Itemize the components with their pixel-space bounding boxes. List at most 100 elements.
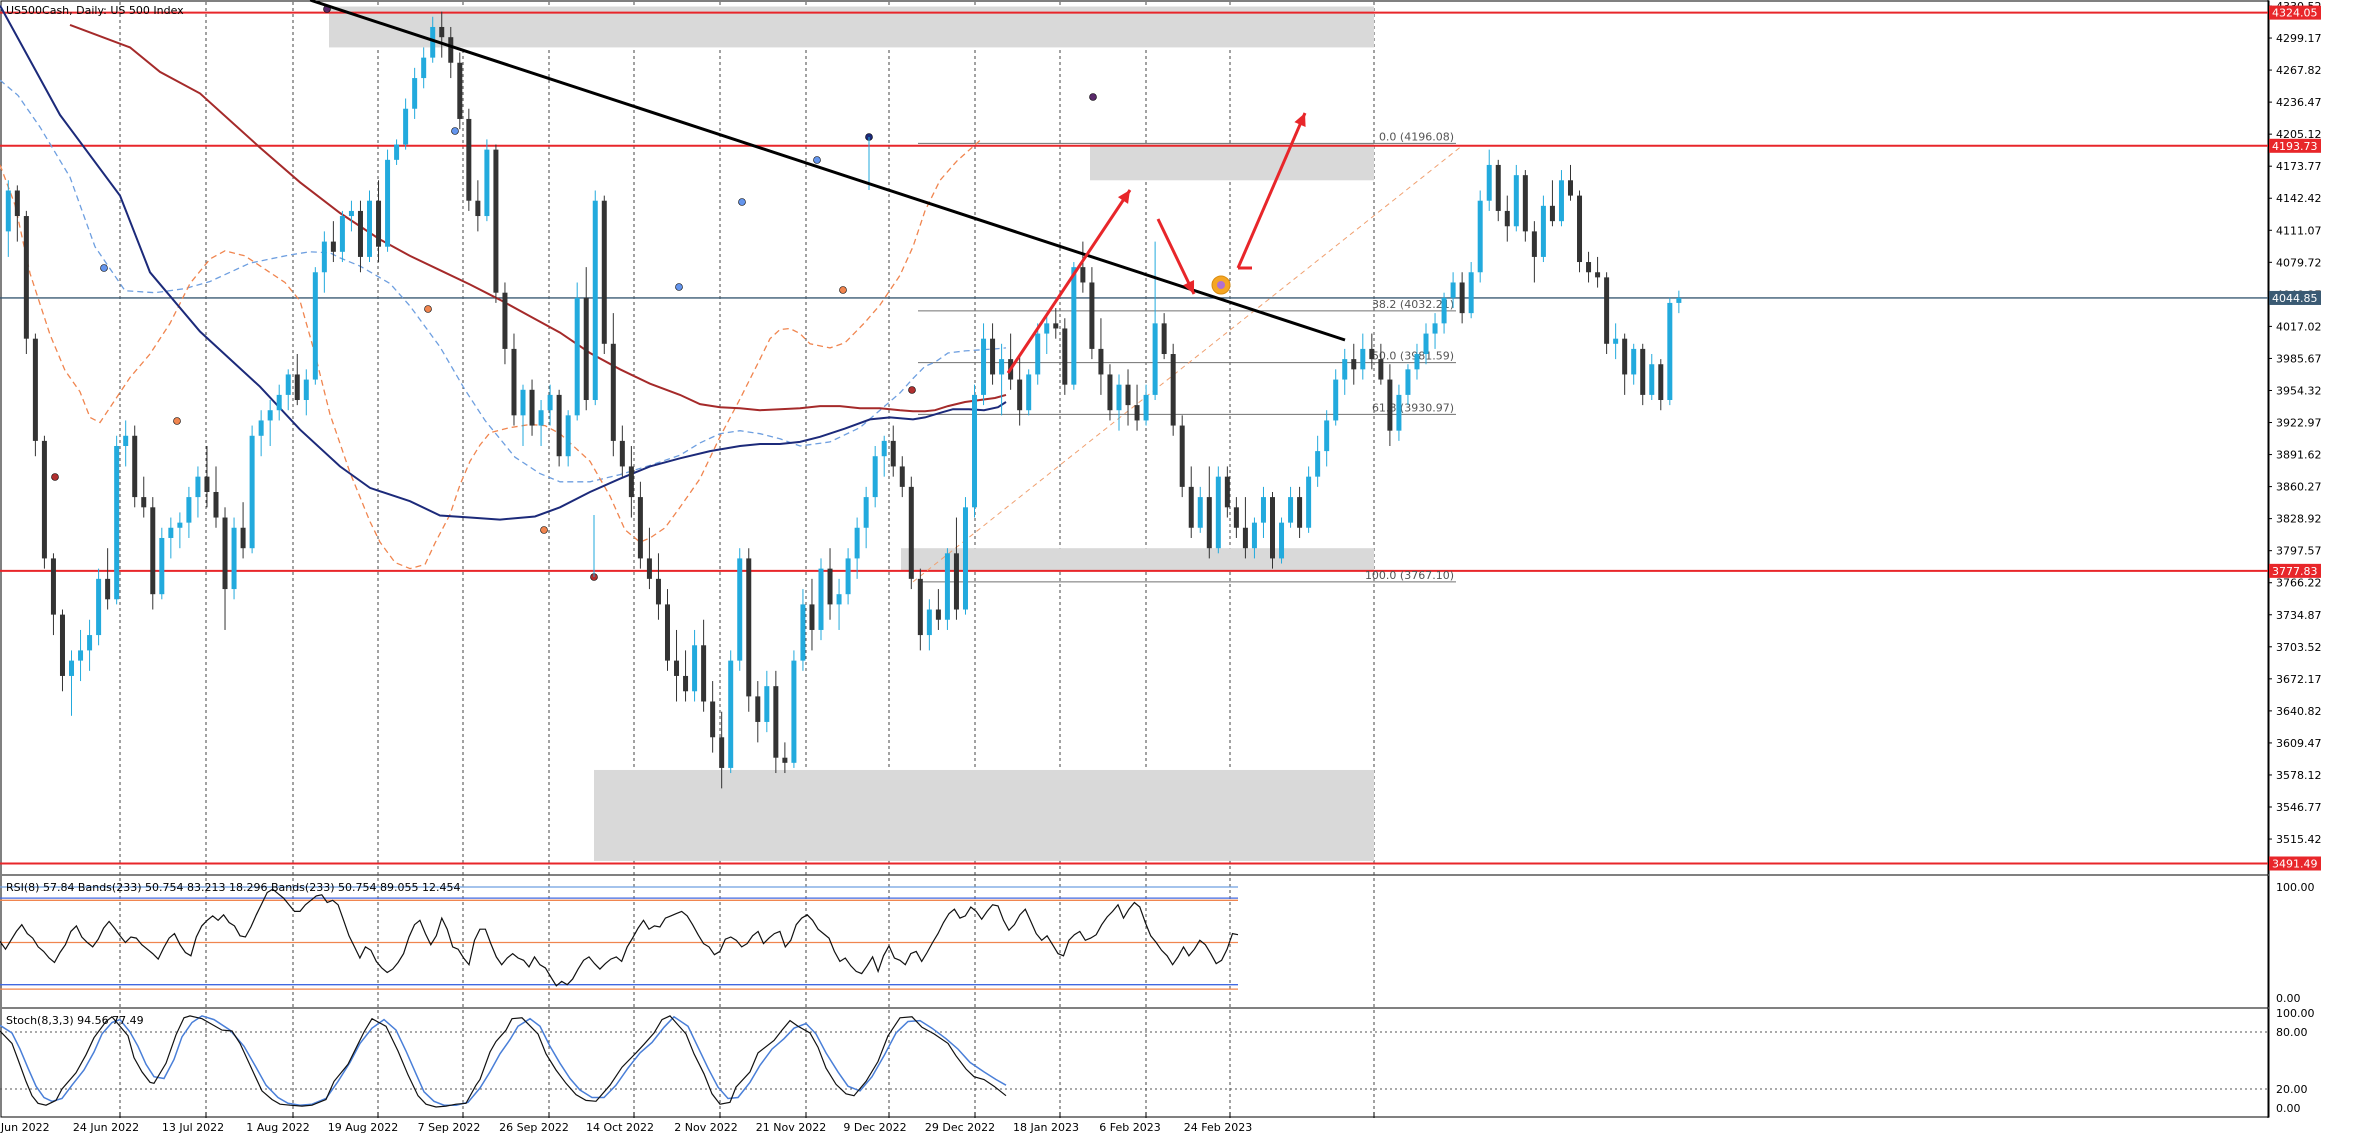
candle-body (1414, 354, 1420, 370)
candle-body (87, 635, 93, 651)
candle-body (448, 37, 454, 63)
candle-body (1378, 359, 1384, 380)
stoch-tick-label: 0.00 (2276, 1102, 2301, 1115)
y-tick-label: 3766.22 (2276, 577, 2322, 590)
candle-body (1513, 175, 1519, 227)
candle-body (944, 553, 950, 620)
x-tick-label: 6 Feb 2023 (1099, 1121, 1160, 1134)
candle-body (565, 415, 571, 457)
candle-body (1161, 323, 1167, 355)
x-tick-label: 24 Jun 2022 (73, 1121, 139, 1134)
y-tick-label: 4017.02 (2276, 320, 2322, 333)
candle-body (240, 527, 246, 549)
candle-body (1595, 272, 1601, 278)
sma-orange (0, 139, 981, 570)
candle-body (863, 497, 869, 528)
candle-body (1215, 476, 1221, 549)
stochastic-panel: 100.00 80.00 20.00 0.00 (0, 1007, 2315, 1115)
price-label-box (2269, 290, 2321, 305)
candle-body (50, 558, 56, 615)
sma-light-blue (0, 79, 1007, 483)
descending-trendline (309, 0, 1346, 342)
y-tick-label: 3797.57 (2276, 545, 2322, 558)
y-tick-label: 3922.97 (2276, 417, 2322, 430)
y-tick-label: 4173.77 (2276, 160, 2322, 173)
candle-body (1188, 486, 1194, 528)
candle-body (150, 507, 156, 595)
fib-label: 50.0 (3981.59) (1372, 350, 1454, 363)
candle-body (1270, 497, 1275, 559)
candle-body (376, 200, 382, 247)
chart-window-frame (0, 0, 2270, 1118)
y-tick-label: 4079.72 (2276, 256, 2322, 269)
stoch-tick-label: 20.00 (2276, 1083, 2308, 1096)
candle-body (1279, 522, 1285, 559)
candle-body (655, 578, 661, 605)
candle-body (800, 604, 806, 661)
x-tick-label: 19 Aug 2022 (328, 1121, 398, 1134)
candle-body (1089, 282, 1095, 349)
candle-body (890, 440, 896, 467)
y-tick-label: 4111.07 (2276, 224, 2322, 237)
x-tick-label: 7 Sep 2022 (418, 1121, 481, 1134)
y-tick-label: 3546.77 (2276, 801, 2322, 814)
candle-body (96, 578, 102, 636)
candle-body (1197, 497, 1203, 528)
candle-body (1369, 348, 1375, 360)
candle-body (141, 497, 147, 508)
y-tick-label: 4236.47 (2276, 96, 2322, 109)
y-tick-label: 4267.82 (2276, 64, 2322, 77)
candle-body (953, 553, 959, 610)
candle-body (1540, 205, 1546, 257)
pivot-marker (738, 198, 746, 206)
candle-body (1107, 374, 1113, 411)
date-axis: 6 Jun 2022 24 Jun 2022 13 Jul 2022 1 Aug 20… (0, 1112, 1375, 1134)
pivot-marker (173, 417, 181, 425)
x-tick-label: 26 Sep 2022 (499, 1121, 569, 1134)
fib-label: 100.0 (3767.10) (1365, 569, 1454, 582)
candle-body (114, 445, 120, 600)
price-label: 4324.05 (2269, 5, 2321, 20)
price-zone (901, 548, 1374, 571)
candle-body (78, 650, 84, 661)
candle-body (303, 379, 309, 401)
candle-body (1360, 348, 1366, 370)
y-tick-label: 3860.27 (2276, 481, 2322, 494)
candle-body (999, 359, 1005, 375)
price-label: 3491.49 (2269, 856, 2321, 871)
candle-body (105, 578, 111, 600)
candle-body (195, 476, 201, 498)
candle-body (1387, 379, 1393, 431)
price-label-text: 3491.49 (2272, 857, 2318, 870)
candle-body (619, 440, 625, 467)
candle-body (981, 338, 987, 395)
candle-body (1658, 364, 1664, 401)
pivot-marker (839, 286, 847, 294)
candle-body (1143, 394, 1149, 421)
rsi-tick-label: 100.00 (2276, 881, 2315, 894)
candle-body (1152, 323, 1158, 395)
candle-body (899, 466, 905, 487)
price-label-text: 4324.05 (2272, 7, 2318, 20)
candle-body (728, 660, 734, 768)
candle-body (692, 645, 698, 692)
candle-body (737, 558, 743, 661)
candle-body (926, 609, 932, 636)
candle-body (972, 394, 978, 508)
candle-body (439, 26, 445, 38)
candle-body (556, 394, 562, 457)
stoch-signal-line (0, 1015, 1007, 1106)
price-label-box (2269, 563, 2321, 578)
candle-body (14, 190, 20, 217)
pivot-marker (51, 473, 59, 481)
pivot-marker (451, 127, 459, 135)
candle-body (294, 374, 300, 401)
candle-body (1125, 384, 1131, 406)
candle-body (1324, 420, 1330, 452)
candle-body (421, 57, 427, 79)
price-label-text: 4044.85 (2272, 292, 2318, 305)
candle-body (23, 216, 29, 339)
price-label-box (2269, 5, 2321, 20)
arrow-head (1183, 280, 1195, 294)
